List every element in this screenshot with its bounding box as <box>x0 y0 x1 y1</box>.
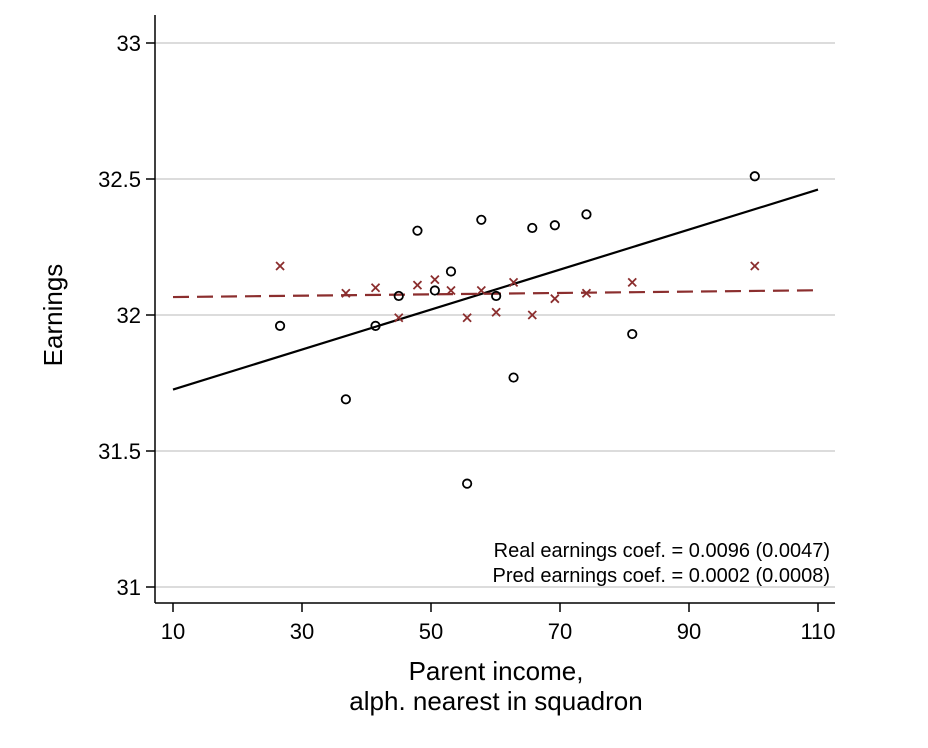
real-earnings-point <box>370 320 381 331</box>
x-tick-label: 90 <box>677 619 701 644</box>
pred-earnings-point <box>476 285 486 296</box>
pred-earnings-point <box>275 261 285 271</box>
real-earnings-point <box>445 266 457 277</box>
pred-earnings-point <box>430 275 440 285</box>
x-tick-label: 10 <box>161 619 185 644</box>
x-axis-title-line-1: Parent income, <box>409 656 584 686</box>
pred-earnings-point <box>527 310 537 320</box>
x-axis-title-line-2: alph. nearest in squadron <box>349 686 642 716</box>
pred-earnings-fit-line <box>172 289 819 299</box>
pred-earnings-point <box>627 277 637 287</box>
x-axis-ticks: 10 30 50 70 90 110 <box>161 603 836 644</box>
real-earnings-point <box>527 222 538 234</box>
x-tick-label: 50 <box>419 619 443 644</box>
x-tick-label: 110 <box>800 619 835 644</box>
real-earnings-point <box>508 372 519 383</box>
real-earnings-point <box>462 478 473 489</box>
pred-earnings-point <box>750 261 760 271</box>
real-earnings-point <box>412 225 423 236</box>
real-earnings-point <box>549 220 560 231</box>
y-tick-label: 31.5 <box>98 439 141 464</box>
real-earnings-point <box>274 320 286 331</box>
y-tick-label: 31 <box>117 575 141 600</box>
y-tick-label: 32.5 <box>98 167 141 192</box>
real-earnings-point <box>491 290 502 302</box>
y-tick-label: 32 <box>117 303 141 328</box>
real-earnings-point <box>340 394 351 405</box>
x-tick-label: 70 <box>548 619 572 644</box>
pred-earnings-point <box>394 313 404 323</box>
real-earnings-point <box>393 290 404 302</box>
grid-lines <box>155 42 835 588</box>
pred-earnings-point <box>462 313 472 323</box>
y-tick-label: 33 <box>117 31 141 56</box>
real-earnings-point <box>749 171 760 182</box>
pred-earnings-point <box>412 280 423 290</box>
pred-earnings-point <box>491 307 501 317</box>
fit-lines <box>172 188 819 391</box>
pred-earnings-point <box>508 277 519 287</box>
pred-earnings-coef-annotation: Pred earnings coef. = 0.0002 (0.0008) <box>493 565 830 587</box>
y-axis-title: Earnings <box>38 264 68 367</box>
x-tick-label: 30 <box>290 619 314 644</box>
real-earnings-point <box>476 214 487 225</box>
data-points <box>274 171 760 489</box>
pred-earnings-point <box>550 294 560 304</box>
y-axis-ticks: 31 31.5 32 32.5 33 <box>98 31 155 600</box>
pred-earnings-point <box>581 288 592 298</box>
real-earnings-coef-annotation: Real earnings coef. = 0.0096 (0.0047) <box>494 540 830 562</box>
real-earnings-point <box>581 209 592 220</box>
pred-earnings-point <box>370 283 381 293</box>
pred-earnings-point <box>341 288 351 298</box>
real-earnings-fit-line <box>172 188 819 391</box>
real-earnings-point <box>429 285 440 296</box>
real-earnings-point <box>627 328 638 340</box>
pred-earnings-point <box>446 285 456 296</box>
